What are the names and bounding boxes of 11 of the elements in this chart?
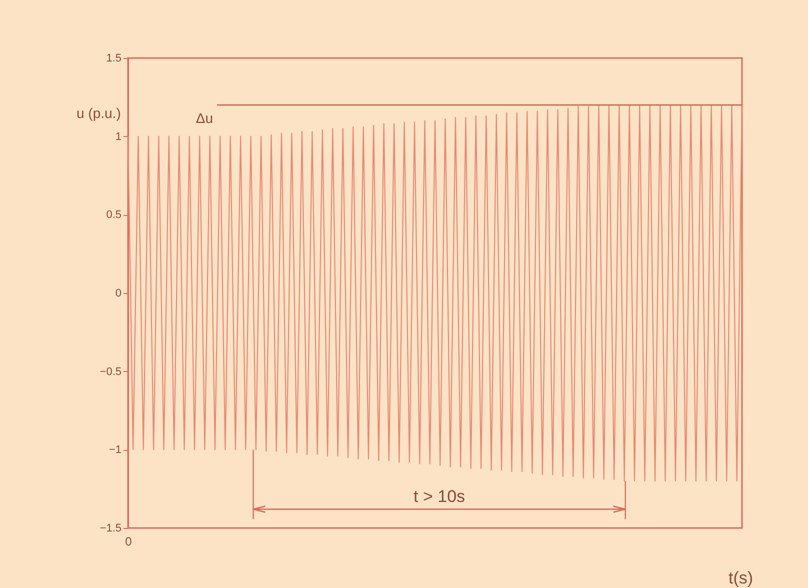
y-tick-label: −1 [108,444,122,456]
ref-line-label: t > 10s [414,487,466,506]
y-tick-label: 1.5 [106,52,122,64]
y-tick-label: 0.5 [106,209,122,222]
y-tick-label: 1 [115,130,122,143]
y-tick-label: 0 [115,288,122,300]
y-axis-title: u (p.u.) [76,105,121,122]
x-axis-title: t(s) [728,568,754,588]
y-tick-label: −1.5 [100,522,122,534]
ref-line-label: Δu [196,110,214,126]
y-tick-label: −0.5 [100,366,122,378]
